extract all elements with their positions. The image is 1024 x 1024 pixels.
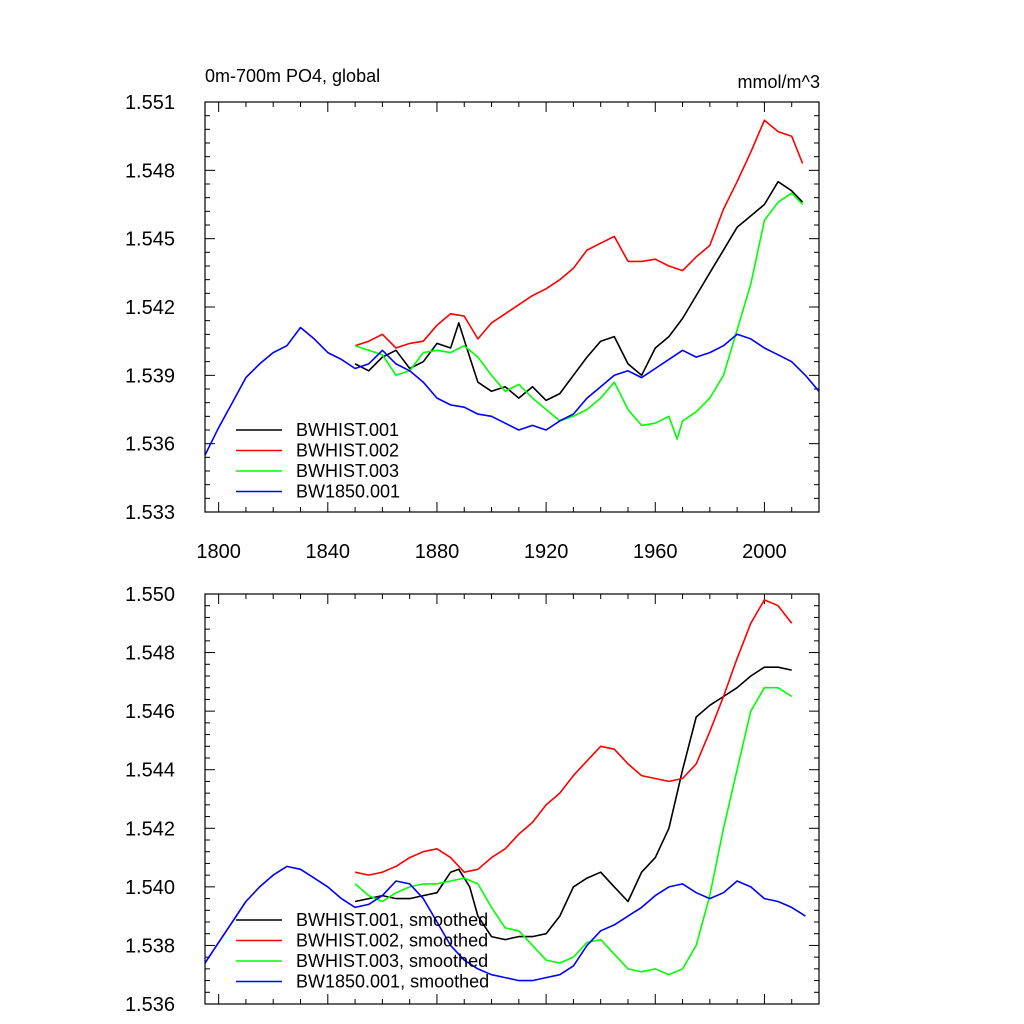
y-tick-label: 1.548 bbox=[125, 643, 175, 665]
top-series-lines bbox=[204, 119, 820, 456]
y-tick-label: 1.542 bbox=[125, 818, 175, 840]
legend-label: BWHIST.003 bbox=[296, 461, 399, 481]
y-tick-label: 1.548 bbox=[125, 160, 175, 182]
bottom-panel: 1.536 1.538 1.540 1.542 1.544 1.546 1.548 1.550… bbox=[125, 584, 820, 1016]
series-line-bwhist-002 bbox=[354, 119, 804, 349]
legend-label: BWHIST.002, smoothed bbox=[296, 931, 488, 951]
series-line-bw1850-001 bbox=[204, 326, 820, 456]
top-plot-frame bbox=[204, 101, 820, 513]
series-line-bwhist-003-smoothed bbox=[354, 686, 793, 976]
top-chart-title: 0m-700m PO4, global bbox=[205, 66, 380, 86]
series-line-bwhist-001 bbox=[354, 180, 804, 402]
series-line-bwhist-001-smoothed bbox=[354, 666, 792, 941]
y-tick-label: 1.545 bbox=[125, 229, 175, 251]
x-tick-label: 1840 bbox=[306, 541, 351, 563]
series-line-bw1850-001-smoothed bbox=[204, 865, 806, 982]
y-tick-label: 1.533 bbox=[125, 502, 175, 524]
legend-label: BWHIST.003, smoothed bbox=[296, 951, 488, 971]
x-tick-label: 1800 bbox=[196, 541, 241, 563]
legend-label: BWHIST.001 bbox=[296, 420, 399, 440]
legend-label: BW1850.001 bbox=[296, 482, 400, 502]
x-tick-label: 1920 bbox=[524, 541, 569, 563]
series-line-bwhist-002-smoothed bbox=[354, 599, 793, 876]
y-tick-label: 1.538 bbox=[125, 935, 175, 957]
y-tick-label: 1.546 bbox=[125, 701, 175, 723]
y-tick-label: 1.539 bbox=[125, 365, 175, 387]
legend-label: BWHIST.002 bbox=[296, 441, 399, 461]
x-tick-label: 2000 bbox=[742, 541, 787, 563]
x-tick-label: 1880 bbox=[415, 541, 460, 563]
y-tick-label: 1.544 bbox=[125, 760, 175, 782]
bottom-plot-frame bbox=[204, 593, 820, 1005]
top-chart-units: mmol/m^3 bbox=[738, 72, 820, 92]
y-tick-label: 1.542 bbox=[125, 297, 175, 319]
top-panel: 0m-700m PO4, global mmol/m^3 1800 1840 188… bbox=[125, 66, 820, 563]
x-tick-label: 1960 bbox=[633, 541, 678, 563]
y-tick-label: 1.540 bbox=[125, 877, 175, 899]
y-tick-label: 1.550 bbox=[125, 584, 175, 606]
y-tick-label: 1.536 bbox=[125, 434, 175, 456]
legend-label: BWHIST.001, smoothed bbox=[296, 910, 488, 930]
y-tick-label: 1.551 bbox=[125, 92, 175, 114]
y-tick-label: 1.536 bbox=[125, 994, 175, 1016]
bottom-series-lines bbox=[204, 599, 806, 982]
legend-label: BW1850.001, smoothed bbox=[296, 972, 489, 992]
series-line-bwhist-003 bbox=[354, 192, 804, 440]
